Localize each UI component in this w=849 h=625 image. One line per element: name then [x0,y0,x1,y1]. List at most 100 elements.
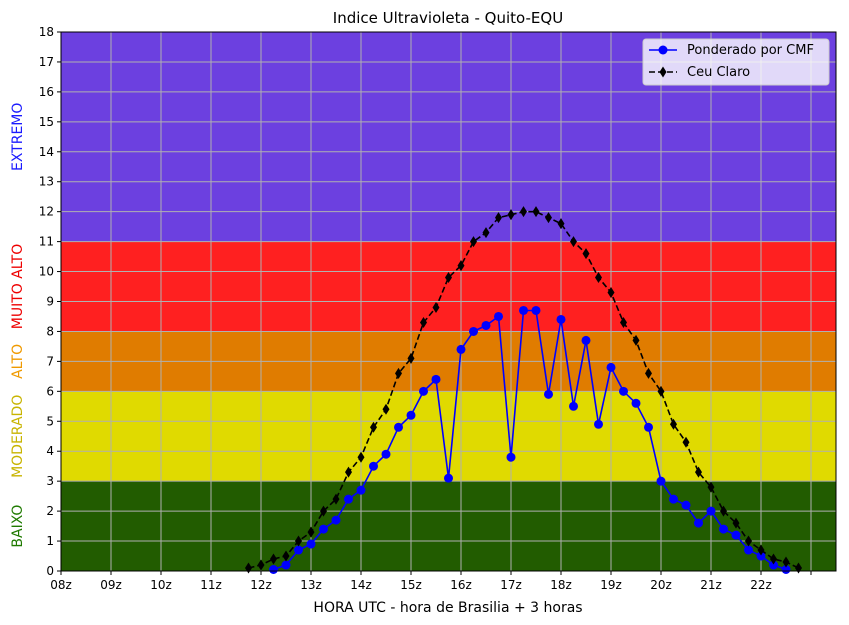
x-tick-label-0: 08z [50,578,72,592]
series-1-point-8 [345,466,352,478]
series-1-point-32 [645,367,652,379]
series-1-point-3 [282,550,290,562]
legend-marker-0 [658,45,668,55]
series-0-point-39 [756,551,766,561]
x-axis-label: HORA UTC - hora de Brasilia + 3 horas [313,600,582,616]
x-tick-label-3: 11z [200,578,222,592]
series-0-point-24 [569,401,578,411]
series-1-point-23 [532,206,540,218]
series-0-point-21 [531,305,541,315]
series-0-point-13 [431,374,441,384]
series-1-point-38 [720,505,727,517]
series-0-point-38 [744,545,753,555]
y-tick-label-9: 9 [46,295,54,309]
band-label-3: MUITO ALTO [10,244,26,330]
y-tick-label-10: 10 [39,265,54,279]
series-1-point-37 [707,481,715,493]
series-0-point-4 [319,524,328,534]
legend-label-0: Ponderado por CMF [687,43,814,58]
x-tick-label-1: 09z [100,578,122,592]
series-1-point-5 [307,526,315,538]
series-0-point-16 [469,326,478,336]
series-1-point-2 [270,553,277,565]
series-1-point-36 [695,466,702,478]
series-1-point-34 [670,418,677,430]
series-0-point-31 [656,476,666,486]
series-1-point-16 [445,272,452,284]
series-1-point-10 [370,421,377,433]
y-tick-label-4: 4 [46,444,54,458]
series-0-point-6 [344,494,353,504]
series-0-point-36 [719,524,728,534]
series-1-point-29 [607,287,615,299]
series-0-point-22 [544,389,553,399]
series-1-point-30 [620,316,627,328]
series-1-point-33 [657,385,665,397]
y-tick-label-6: 6 [46,384,54,398]
x-tick-label-6: 14z [350,578,372,592]
series-1-point-24 [545,212,552,224]
series-0-point-34 [694,518,703,528]
grid [60,31,836,572]
band-label-2: ALTO [10,344,26,379]
x-tick-label-7: 15z [400,578,422,592]
series-0-point-25 [581,335,591,345]
series-0-point-18 [494,311,503,321]
band-3 [61,241,836,332]
series-0-point-35 [706,506,716,516]
band-label-1: MODERADO [10,395,26,478]
y-tick-label-15: 15 [39,115,54,129]
series-1-point-40 [745,535,752,547]
series-0-point-20 [519,305,528,315]
series-0-point-40 [769,560,778,570]
series-0-point-1 [281,560,291,570]
series-1-point-15 [432,301,440,313]
legend-box [642,38,830,86]
band-0 [61,481,836,571]
series-0-point-2 [294,545,303,555]
series-0-point-9 [381,449,391,459]
band-labels: BAIXO MODERADO ALTO MUITO ALTO EXTREMO [10,103,26,548]
series-0-point-41 [781,565,791,575]
series-1-point-12 [395,367,402,379]
y-tick-label-18: 18 [39,25,54,39]
series-1-point-6 [320,505,327,517]
band-label-0: BAIXO [10,505,26,548]
series-1-point-22 [520,206,527,218]
y-tick-label-12: 12 [39,205,54,219]
x-tick-label-2: 10z [150,578,172,592]
y-tick-label-14: 14 [39,145,54,159]
series-1-point-7 [332,493,340,505]
series-1-point-42 [770,553,777,565]
x-tick-label-8: 16z [450,578,472,592]
series-1-point-41 [757,544,765,556]
y-tick-label-13: 13 [39,175,54,189]
series-0-point-8 [369,461,378,471]
x-tick-label-11: 19z [600,578,622,592]
series-0-point-15 [456,344,466,354]
series-1-point-4 [295,535,302,547]
series-1-point-26 [570,236,577,248]
series-1-point-11 [382,403,390,415]
x-tick-label-13: 21z [700,578,722,592]
series-0-point-37 [731,530,741,540]
series-0-point-29 [631,398,641,408]
series-0-point-27 [606,362,616,372]
x-tick-label-12: 20z [650,578,672,592]
y-tick-label-1: 1 [46,534,54,548]
series-1-point-9 [357,451,365,463]
y-tick-label-2: 2 [46,504,54,518]
series-1-point-14 [420,316,427,328]
series-0-point-11 [406,410,416,420]
x-tick-label-4: 12z [250,578,272,592]
x-tick-label-14: 22z [750,578,772,592]
y-tick-label-5: 5 [46,414,54,428]
series-0-point-23 [556,314,566,324]
series-1-point-43 [782,556,790,568]
series-0-point-32 [669,494,678,504]
series-0-point-3 [306,539,316,549]
y-tick-label-3: 3 [46,474,54,488]
risk-bands [61,32,836,571]
series-1-point-35 [682,436,690,448]
